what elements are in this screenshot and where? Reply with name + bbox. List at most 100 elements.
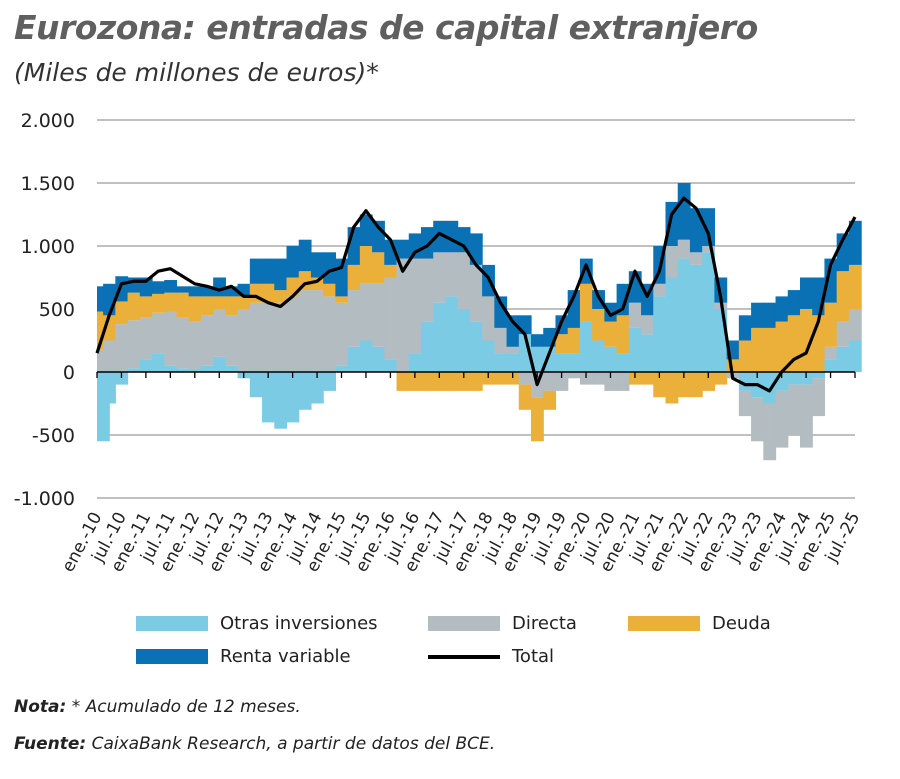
bar-directa [702, 246, 716, 253]
bar-deuda [592, 309, 605, 341]
bar-renta-variable [445, 220, 459, 253]
bar-otras-inversiones [103, 372, 116, 404]
bar-renta-variable [188, 286, 202, 297]
bar-deuda [677, 372, 691, 398]
bar-deuda [555, 334, 569, 354]
bar-directa [372, 283, 385, 347]
bar-otras-inversiones [433, 302, 447, 372]
bar-directa [139, 317, 153, 360]
bar-deuda [213, 296, 226, 309]
bar-directa [469, 264, 483, 322]
bar-renta-variable [689, 208, 703, 253]
legend-swatch-renta [136, 649, 208, 664]
bar-renta-variable [396, 239, 410, 259]
bar-renta-variable [775, 296, 789, 322]
bar-renta-variable [310, 252, 324, 278]
bar-renta-variable [249, 258, 263, 284]
bar-renta-variable [213, 277, 226, 297]
legend-item-otras: Otras inversiones [136, 613, 378, 634]
bar-directa [812, 378, 826, 417]
legend-line-total [428, 654, 500, 659]
bar-deuda [262, 283, 275, 303]
bar-directa [592, 372, 605, 385]
bar-renta-variable [420, 227, 434, 259]
bar-directa [518, 372, 532, 385]
bar-directa [359, 283, 373, 341]
bar-directa [555, 372, 569, 391]
bar-renta-variable [152, 281, 165, 294]
bar-directa [213, 309, 226, 357]
bar-deuda [274, 290, 288, 303]
bar-otras-inversiones [848, 340, 862, 372]
bar-directa [225, 315, 239, 366]
bar-otras-inversiones [531, 346, 544, 372]
bar-otras-inversiones [262, 372, 275, 423]
bar-renta-variable [616, 283, 630, 316]
bar-directa [396, 258, 410, 372]
bar-directa [274, 302, 288, 372]
bar-renta-variable [469, 233, 483, 265]
bar-otras-inversiones [543, 346, 557, 372]
bar-deuda [469, 372, 483, 391]
bar-renta-variable [274, 258, 288, 291]
bar-otras-inversiones [616, 353, 630, 372]
bar-directa [445, 252, 459, 297]
bar-directa [763, 403, 777, 461]
bar-otras-inversiones [408, 353, 422, 372]
bar-directa [176, 317, 190, 369]
bar-otras-inversiones [641, 334, 654, 372]
bar-deuda [738, 340, 752, 372]
bar-otras-inversiones [323, 372, 337, 391]
bar-otras-inversiones [274, 372, 288, 429]
bar-directa [665, 246, 679, 278]
bar-deuda [518, 384, 532, 410]
bar-deuda [848, 264, 862, 309]
bar-otras-inversiones [824, 359, 838, 372]
bar-renta-variable [262, 258, 275, 284]
bar-deuda [775, 321, 789, 372]
bar-directa [543, 372, 557, 391]
bar-deuda [494, 372, 508, 385]
bar-renta-variable [286, 246, 300, 278]
bar-deuda [420, 372, 434, 391]
bar-deuda [763, 327, 777, 372]
legend-label: Renta variable [220, 646, 351, 667]
y-tick-label: -1.000 [14, 488, 75, 510]
bar-directa [323, 296, 337, 372]
bar-renta-variable [323, 252, 337, 284]
bar-otras-inversiones [469, 321, 483, 372]
bar-renta-variable [848, 220, 862, 265]
bar-directa [420, 258, 434, 322]
bar-directa [506, 346, 520, 354]
bar-directa [579, 372, 593, 385]
bar-otras-inversiones [200, 365, 214, 372]
bar-directa [188, 321, 202, 370]
bar-otras-inversiones [164, 365, 178, 372]
bar-otras-inversiones [592, 340, 605, 372]
bar-deuda [188, 296, 202, 322]
bar-renta-variable [824, 258, 838, 303]
bar-directa [164, 311, 178, 366]
legend-swatch-deuda [628, 616, 700, 631]
bar-renta-variable [738, 315, 752, 341]
bar-directa [262, 302, 275, 372]
bar-directa [616, 372, 630, 391]
bar-otras-inversiones [799, 372, 813, 385]
note-text: * Acumulado de 12 meses. [71, 697, 301, 717]
y-tick-label: -500 [32, 425, 75, 447]
bar-renta-variable [702, 208, 716, 246]
y-tick-label: 500 [39, 299, 75, 321]
bar-directa [604, 372, 618, 391]
bar-directa [836, 321, 850, 347]
bar-otras-inversiones [225, 365, 239, 372]
bar-deuda [115, 301, 129, 325]
bar-renta-variable [225, 286, 239, 297]
bar-otras-inversiones [555, 353, 569, 372]
bar-otras-inversiones [628, 327, 642, 372]
bar-directa [249, 302, 263, 372]
bar-renta-variable [787, 290, 801, 316]
bar-deuda [531, 397, 544, 442]
bar-otras-inversiones [506, 353, 520, 372]
bar-directa [347, 290, 361, 347]
